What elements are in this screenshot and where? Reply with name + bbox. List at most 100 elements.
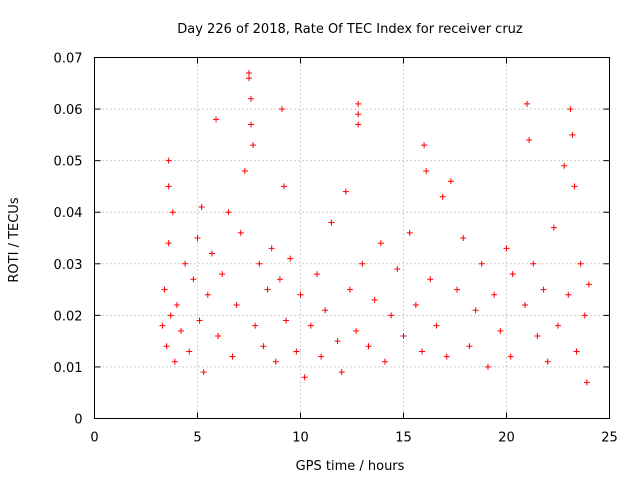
data-point: [530, 260, 537, 267]
data-point: [297, 291, 304, 298]
data-point: [196, 317, 203, 324]
x-axis-label: GPS time / hours: [296, 459, 405, 474]
x-tick-label: 20: [498, 431, 515, 446]
y-tick-label: 0.06: [54, 103, 83, 118]
ticks-layer: 0 5 10 15 20 25 0 0.01 0.02 0.03 0.04 0.05 0.06 0.07: [54, 52, 618, 446]
data-point: [447, 178, 454, 185]
x-tick-label: 25: [601, 431, 618, 446]
data-point: [346, 286, 353, 293]
data-point: [190, 276, 197, 283]
data-point: [268, 245, 275, 252]
data-point: [472, 307, 479, 314]
y-tick-label: 0.01: [54, 361, 83, 376]
data-point: [522, 302, 529, 309]
data-point: [338, 369, 345, 376]
data-point: [200, 369, 207, 376]
data-point: [550, 224, 557, 231]
data-point: [283, 317, 290, 324]
data-point: [246, 75, 252, 82]
points-layer: [159, 69, 592, 386]
data-point: [583, 379, 590, 386]
data-point: [443, 353, 450, 360]
data-point: [165, 157, 172, 164]
data-point: [241, 167, 248, 174]
x-tick-label: 10: [292, 431, 309, 446]
data-point: [204, 291, 211, 298]
data-point: [491, 291, 498, 298]
data-point: [208, 250, 215, 257]
data-point: [540, 286, 547, 293]
data-point: [355, 100, 362, 107]
data-point: [246, 69, 252, 76]
data-point: [454, 286, 461, 293]
data-point: [171, 358, 178, 365]
plot-frame: [94, 57, 610, 419]
data-point: [213, 116, 220, 123]
y-tick-label: 0.07: [54, 52, 83, 67]
data-point: [248, 95, 255, 102]
data-point: [567, 106, 574, 113]
data-point: [215, 332, 222, 339]
data-point: [353, 327, 360, 334]
data-point: [524, 100, 531, 107]
data-point: [569, 131, 576, 138]
data-point: [182, 260, 189, 267]
data-point: [248, 121, 255, 128]
data-point: [478, 260, 485, 267]
data-point: [161, 286, 168, 293]
data-point: [229, 353, 236, 360]
data-point: [169, 209, 176, 216]
data-point: [307, 322, 314, 329]
x-tick-label: 0: [90, 431, 98, 446]
data-point: [250, 142, 257, 149]
data-point: [260, 343, 267, 350]
data-point: [359, 260, 366, 267]
data-point: [278, 106, 285, 113]
data-point: [497, 327, 504, 334]
data-point: [507, 353, 514, 360]
y-tick-label: 0: [74, 413, 82, 428]
data-point: [503, 245, 510, 252]
data-point: [313, 271, 320, 278]
data-point: [381, 358, 388, 365]
y-tick-label: 0.05: [54, 155, 83, 170]
data-point: [281, 183, 288, 190]
data-point: [561, 162, 568, 169]
data-point: [167, 312, 174, 319]
data-point: [219, 271, 226, 278]
x-tick-label: 15: [395, 431, 412, 446]
data-point: [252, 322, 259, 329]
data-point: [365, 343, 372, 350]
data-point: [272, 358, 279, 365]
data-point: [423, 167, 430, 174]
data-point: [276, 276, 283, 283]
grid-layer: [94, 57, 610, 419]
data-point: [198, 204, 205, 211]
data-point: [237, 229, 244, 236]
data-point: [394, 265, 401, 272]
data-point: [581, 312, 588, 319]
data-point: [534, 332, 541, 339]
data-point: [194, 235, 201, 241]
data-point: [355, 111, 362, 118]
data-point: [322, 307, 329, 314]
data-point: [334, 338, 341, 345]
data-point: [526, 137, 533, 144]
data-point: [377, 240, 384, 247]
y-tick-label: 0.04: [54, 206, 83, 221]
data-point: [225, 209, 232, 216]
data-point: [585, 281, 592, 288]
data-point: [293, 348, 300, 355]
y-axis-label: ROTI / TECUs: [7, 197, 22, 282]
data-point: [301, 374, 308, 381]
data-point: [264, 286, 271, 293]
data-point: [439, 193, 446, 200]
data-point: [565, 291, 572, 298]
y-tick-label: 0.03: [54, 258, 83, 273]
data-point: [406, 229, 413, 236]
data-point: [571, 183, 578, 190]
data-point: [165, 183, 172, 190]
data-point: [233, 302, 240, 309]
data-point: [186, 348, 193, 355]
data-point: [577, 260, 584, 267]
